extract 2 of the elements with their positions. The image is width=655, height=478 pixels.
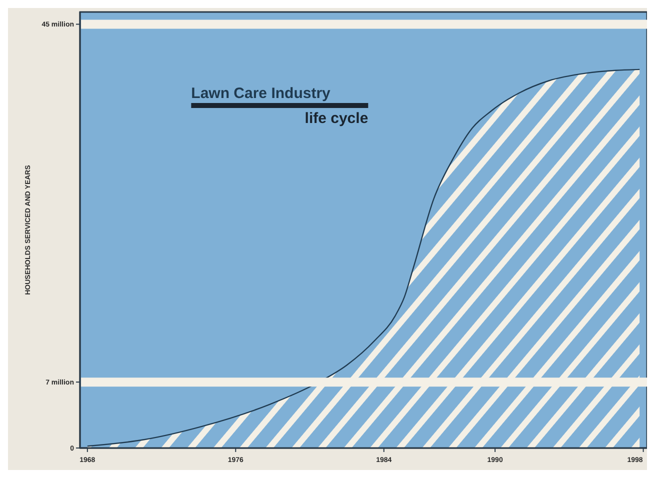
text: life cycle <box>304 110 368 127</box>
text: Lawn Care Industry <box>191 85 332 102</box>
